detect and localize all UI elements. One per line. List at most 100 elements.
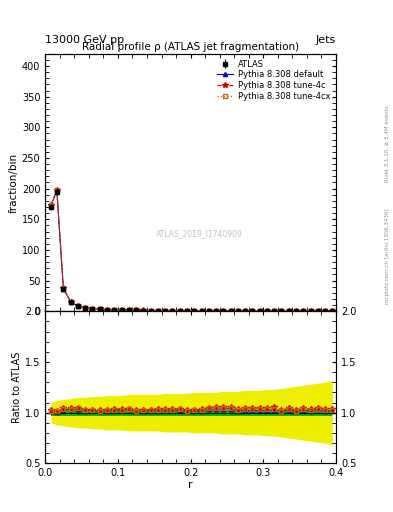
Pythia 8.308 default bbox=[75, 303, 80, 309]
Pythia 8.308 tune-4c bbox=[294, 308, 298, 314]
Pythia 8.308 tune-4cx bbox=[156, 308, 160, 314]
Pythia 8.308 tune-4c bbox=[61, 285, 66, 291]
Pythia 8.308 tune-4cx bbox=[105, 307, 109, 313]
Pythia 8.308 default bbox=[119, 307, 124, 313]
Pythia 8.308 tune-4cx bbox=[272, 308, 277, 314]
Pythia 8.308 default bbox=[294, 308, 298, 314]
Pythia 8.308 tune-4cx bbox=[141, 307, 146, 313]
Line: Pythia 8.308 default: Pythia 8.308 default bbox=[49, 188, 334, 313]
Pythia 8.308 tune-4cx bbox=[316, 308, 320, 314]
Pythia 8.308 tune-4cx bbox=[90, 306, 95, 312]
Pythia 8.308 default bbox=[170, 308, 175, 314]
Pythia 8.308 tune-4cx bbox=[55, 187, 59, 193]
Pythia 8.308 tune-4c bbox=[257, 308, 262, 314]
Pythia 8.308 tune-4cx bbox=[257, 308, 262, 314]
Pythia 8.308 tune-4c bbox=[235, 308, 240, 314]
Pythia 8.308 tune-4c bbox=[243, 308, 248, 314]
Text: mcplots.cern.ch [arXiv:1306.3436]: mcplots.cern.ch [arXiv:1306.3436] bbox=[385, 208, 389, 304]
Pythia 8.308 tune-4c bbox=[221, 308, 226, 314]
Pythia 8.308 tune-4cx bbox=[264, 308, 269, 314]
Pythia 8.308 default bbox=[228, 308, 233, 314]
Pythia 8.308 default bbox=[127, 307, 131, 313]
Pythia 8.308 default bbox=[148, 308, 153, 314]
Pythia 8.308 tune-4c bbox=[68, 298, 73, 305]
Legend: ATLAS, Pythia 8.308 default, Pythia 8.308 tune-4c, Pythia 8.308 tune-4cx: ATLAS, Pythia 8.308 default, Pythia 8.30… bbox=[215, 58, 332, 102]
Pythia 8.308 tune-4c bbox=[279, 308, 284, 314]
Pythia 8.308 default bbox=[235, 308, 240, 314]
Pythia 8.308 default bbox=[55, 187, 59, 194]
Pythia 8.308 tune-4cx bbox=[134, 307, 138, 313]
Pythia 8.308 tune-4c bbox=[75, 303, 80, 309]
Pythia 8.308 default bbox=[90, 306, 95, 312]
Pythia 8.308 tune-4c bbox=[308, 308, 313, 314]
Pythia 8.308 tune-4cx bbox=[206, 308, 211, 314]
Pythia 8.308 tune-4cx bbox=[112, 307, 117, 313]
Pythia 8.308 tune-4c bbox=[177, 308, 182, 314]
Line: Pythia 8.308 tune-4c: Pythia 8.308 tune-4c bbox=[48, 187, 335, 314]
Pythia 8.308 tune-4c bbox=[170, 308, 175, 314]
Pythia 8.308 default bbox=[323, 308, 327, 314]
Pythia 8.308 tune-4cx bbox=[68, 298, 73, 305]
Pythia 8.308 tune-4cx bbox=[199, 308, 204, 314]
Pythia 8.308 tune-4cx bbox=[83, 305, 88, 311]
Pythia 8.308 default bbox=[83, 305, 88, 311]
Pythia 8.308 tune-4cx bbox=[185, 308, 189, 314]
Pythia 8.308 default bbox=[272, 308, 277, 314]
Pythia 8.308 tune-4c bbox=[264, 308, 269, 314]
Pythia 8.308 default bbox=[264, 308, 269, 314]
Pythia 8.308 tune-4cx bbox=[235, 308, 240, 314]
Pythia 8.308 default bbox=[68, 298, 73, 305]
Pythia 8.308 default bbox=[330, 308, 335, 314]
Pythia 8.308 default bbox=[156, 308, 160, 314]
Pythia 8.308 tune-4cx bbox=[192, 308, 196, 314]
Pythia 8.308 default bbox=[141, 307, 146, 313]
Pythia 8.308 tune-4cx bbox=[286, 308, 291, 314]
Pythia 8.308 tune-4c bbox=[112, 307, 117, 313]
Pythia 8.308 tune-4cx bbox=[330, 308, 335, 314]
Pythia 8.308 tune-4cx bbox=[75, 303, 80, 309]
Line: Pythia 8.308 tune-4cx: Pythia 8.308 tune-4cx bbox=[49, 188, 334, 313]
Text: Jets: Jets bbox=[316, 34, 336, 45]
Pythia 8.308 tune-4c bbox=[105, 307, 109, 313]
Pythia 8.308 tune-4c bbox=[90, 306, 95, 312]
Pythia 8.308 tune-4c bbox=[83, 305, 88, 311]
Pythia 8.308 default bbox=[105, 307, 109, 313]
Pythia 8.308 tune-4c bbox=[134, 307, 138, 313]
Pythia 8.308 default bbox=[192, 308, 196, 314]
Text: 13000 GeV pp: 13000 GeV pp bbox=[45, 34, 124, 45]
Pythia 8.308 tune-4cx bbox=[148, 308, 153, 314]
Pythia 8.308 tune-4cx bbox=[221, 308, 226, 314]
Pythia 8.308 tune-4cx bbox=[119, 307, 124, 313]
Pythia 8.308 tune-4cx bbox=[243, 308, 248, 314]
Pythia 8.308 tune-4cx bbox=[127, 307, 131, 313]
Pythia 8.308 default bbox=[243, 308, 248, 314]
Pythia 8.308 default bbox=[257, 308, 262, 314]
Pythia 8.308 tune-4c bbox=[214, 308, 219, 314]
Y-axis label: Ratio to ATLAS: Ratio to ATLAS bbox=[12, 352, 22, 423]
Pythia 8.308 default bbox=[286, 308, 291, 314]
Pythia 8.308 tune-4c bbox=[148, 308, 153, 314]
Pythia 8.308 tune-4cx bbox=[61, 285, 66, 291]
Pythia 8.308 default bbox=[61, 286, 66, 292]
Pythia 8.308 default bbox=[206, 308, 211, 314]
Pythia 8.308 default bbox=[199, 308, 204, 314]
Pythia 8.308 tune-4c bbox=[49, 202, 53, 208]
Pythia 8.308 tune-4cx bbox=[294, 308, 298, 314]
Pythia 8.308 tune-4cx bbox=[301, 308, 306, 314]
Pythia 8.308 tune-4cx bbox=[308, 308, 313, 314]
Pythia 8.308 tune-4c bbox=[185, 308, 189, 314]
Pythia 8.308 tune-4cx bbox=[177, 308, 182, 314]
Pythia 8.308 tune-4c bbox=[119, 307, 124, 313]
Pythia 8.308 tune-4cx bbox=[228, 308, 233, 314]
Pythia 8.308 tune-4c bbox=[301, 308, 306, 314]
Pythia 8.308 tune-4cx bbox=[250, 308, 255, 314]
Pythia 8.308 default bbox=[221, 308, 226, 314]
Y-axis label: fraction/bin: fraction/bin bbox=[9, 153, 19, 212]
Pythia 8.308 default bbox=[177, 308, 182, 314]
Pythia 8.308 tune-4c bbox=[192, 308, 196, 314]
Pythia 8.308 default bbox=[308, 308, 313, 314]
Pythia 8.308 tune-4cx bbox=[49, 202, 53, 208]
Pythia 8.308 default bbox=[97, 306, 102, 312]
Pythia 8.308 tune-4c bbox=[199, 308, 204, 314]
Pythia 8.308 tune-4c bbox=[316, 308, 320, 314]
